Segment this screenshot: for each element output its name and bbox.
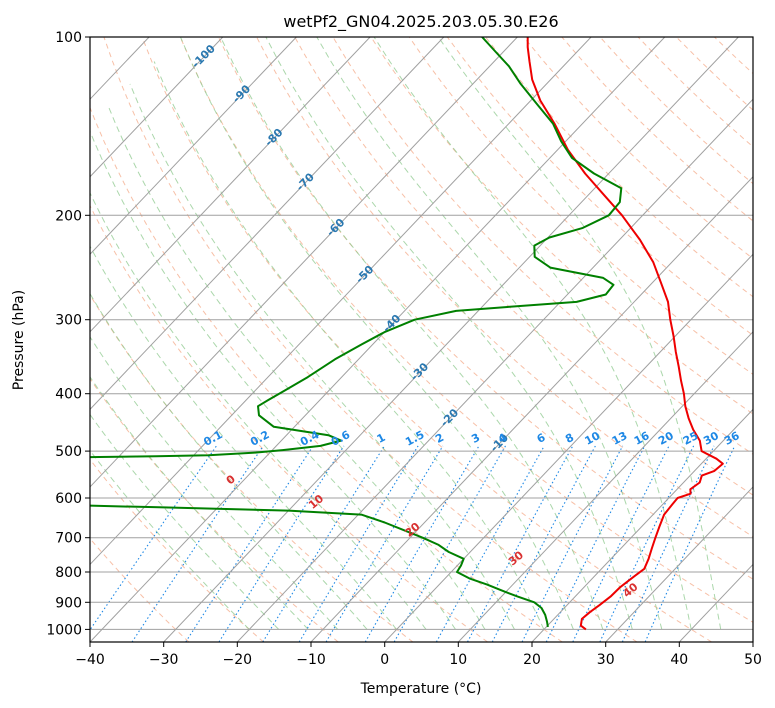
mixing-ratio-line: [131, 445, 264, 642]
moist-adiabat: [90, 449, 250, 630]
mixing-ratio-line: [218, 445, 345, 642]
isotherm-line: [236, 98, 753, 642]
y-tick-label: 800: [55, 565, 82, 581]
y-tick-label: 400: [55, 387, 82, 403]
dry-adiabat: [408, 37, 753, 375]
x-tick-label: 40: [670, 652, 688, 668]
mixing-ratio-line: [262, 445, 385, 642]
y-tick-label: 200: [55, 208, 82, 224]
x-tick-label: 30: [597, 652, 615, 668]
isotherm-line: [310, 176, 753, 642]
mixing-ratio-line: [572, 445, 670, 642]
moist-adiabat: [316, 37, 663, 630]
x-tick-label: −30: [149, 652, 179, 668]
y-tick-label: 700: [55, 531, 82, 547]
y-tick-label: 300: [55, 313, 82, 329]
moist-adiabat: [90, 375, 309, 630]
moist-adiabat: [90, 191, 427, 630]
x-tick-label: −10: [296, 652, 326, 668]
mixing-ratio-line: [90, 445, 217, 631]
isotherm-line: [605, 486, 753, 642]
y-tick-label: 600: [55, 491, 82, 507]
moist-adiabat: [90, 335, 339, 630]
mixing-ratio-label: 16: [632, 429, 652, 448]
mixing-ratio-label: 20: [656, 429, 676, 448]
plot-frame: [89, 36, 754, 643]
mixing-ratio-line: [521, 445, 624, 642]
x-tick-label: 10: [449, 652, 467, 668]
dry-adiabat: [103, 37, 638, 642]
temperature-profile-line: [526, 37, 724, 631]
isotherm-line: [90, 37, 371, 333]
dry-adiabat: [90, 204, 488, 642]
moist-adiabat: [90, 292, 368, 630]
x-tick-label: −40: [75, 652, 105, 668]
x-tick-label: 50: [744, 652, 762, 668]
isotherm-line: [90, 37, 445, 411]
isotherm-line: [90, 37, 518, 488]
axis-ticks: −40 −30 −20 −10 0 10 20 30 40 50 100 200 300 400 500 60…: [46, 30, 762, 668]
y-tick-label: 900: [55, 595, 82, 611]
dry-adiabat: [141, 37, 712, 642]
mixing-ratio-line: [185, 445, 314, 642]
mixing-ratio-line: [435, 445, 545, 642]
mixing-ratio-label: 30: [701, 429, 721, 448]
mixing-ratio-label: 36: [722, 429, 742, 448]
mixing-ratio-line: [298, 445, 419, 642]
moist-adiabat: [437, 37, 722, 630]
isotherm-line: [457, 331, 753, 642]
dry-adiabat: [294, 37, 753, 496]
mixing-ratio-line: [325, 445, 444, 642]
mixing-ratio-label: 10: [583, 429, 603, 448]
dry-adiabat: [217, 37, 753, 580]
y-tick-label: 1000: [46, 622, 82, 638]
dry-adiabat: [179, 37, 753, 623]
y-axis-label: Pressure (hPa): [11, 290, 27, 390]
plot-area: [90, 37, 753, 642]
mixing-ratio-label: 13: [610, 429, 630, 448]
isotherm-line: [90, 37, 224, 178]
moist-adiabat: [90, 245, 397, 630]
y-tick-label: 500: [55, 444, 82, 460]
chart-title: wetPf2_GN04.2025.203.05.30.E26: [283, 12, 558, 32]
dewpoint-profile-line: [90, 37, 623, 628]
x-tick-label: 0: [380, 652, 389, 668]
x-tick-label: −20: [223, 652, 253, 668]
isotherm-line: [90, 37, 666, 642]
moist-adiabat: [107, 104, 486, 630]
isotherm-line: [90, 37, 592, 566]
mixing-ratio-label: 25: [681, 429, 701, 448]
moist-adiabat: [373, 37, 692, 630]
dry-adiabat: [90, 458, 264, 642]
isotherm-line: [90, 37, 297, 256]
moist-adiabat: [129, 83, 515, 630]
y-tick-label: 100: [55, 30, 82, 46]
x-tick-label: 20: [523, 652, 541, 668]
isotherm-line: [384, 253, 753, 642]
dry-adiabat: [90, 106, 563, 642]
mixing-ratio-line: [545, 445, 646, 642]
isotherm-line: [163, 37, 739, 642]
isotherm-line: [531, 408, 753, 642]
mixing-ratio-line: [599, 445, 695, 642]
x-axis-label: Temperature (°C): [360, 681, 482, 697]
moist-adiabat: [90, 130, 456, 630]
moist-adiabat: [180, 37, 574, 630]
moist-adiabat: [220, 37, 604, 630]
